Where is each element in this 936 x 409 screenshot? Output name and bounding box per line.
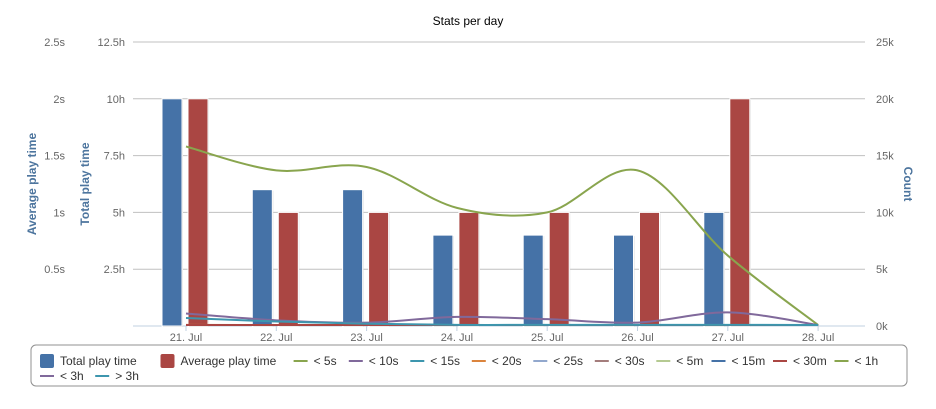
legend-item[interactable]: < 25s <box>553 354 583 368</box>
bar-average-play-time[interactable] <box>549 212 569 326</box>
total-tick-label: 7.5h <box>104 151 125 163</box>
x-tick-label: 28. Jul <box>802 332 834 344</box>
chart-title: Stats per day <box>433 14 504 28</box>
bar-total-play-time[interactable] <box>433 235 453 326</box>
count-tick-label: 15k <box>876 151 894 163</box>
legend-item[interactable]: < 3h <box>60 369 84 383</box>
count-axis-title: Count <box>901 167 915 202</box>
legend-item[interactable]: < 20s <box>492 354 522 368</box>
legend-item[interactable]: < 30m <box>793 354 827 368</box>
total-tick-label: 2.5h <box>104 264 125 276</box>
avg-tick-label: 2.5s <box>44 37 65 49</box>
total-tick-label: 10h <box>107 94 125 106</box>
legend-item[interactable]: < 1h <box>855 354 879 368</box>
x-tick-label: 25. Jul <box>531 332 563 344</box>
total-tick-label: 5h <box>113 207 125 219</box>
legend-item[interactable]: < 15m <box>732 354 766 368</box>
bar-average-play-time[interactable] <box>278 212 298 326</box>
legend-item[interactable]: < 5m <box>676 354 703 368</box>
bar-average-play-time[interactable] <box>369 212 389 326</box>
x-tick-label: 21. Jul <box>170 332 202 344</box>
avg-axis-title: Average play time <box>25 133 39 236</box>
x-tick-label: 23. Jul <box>350 332 382 344</box>
x-tick-label: 26. Jul <box>621 332 653 344</box>
avg-tick-label: 1s <box>53 207 65 219</box>
count-tick-label: 20k <box>876 94 894 106</box>
legend-item[interactable]: Average play time <box>181 354 277 368</box>
count-tick-label: 0k <box>876 321 888 333</box>
bar-average-play-time[interactable] <box>640 212 660 326</box>
legend-item[interactable]: < 10s <box>369 354 399 368</box>
x-tick-label: 24. Jul <box>441 332 473 344</box>
legend-item[interactable]: < 15s <box>430 354 460 368</box>
total-tick-label: 12.5h <box>97 37 125 49</box>
legend-item[interactable]: Total play time <box>60 354 137 368</box>
bar-total-play-time[interactable] <box>614 235 634 326</box>
legend-item[interactable]: > 3h <box>115 369 139 383</box>
legend-symbol <box>161 354 175 368</box>
bar-total-play-time[interactable] <box>704 212 724 326</box>
x-tick-label: 27. Jul <box>712 332 744 344</box>
x-tick-label: 22. Jul <box>260 332 292 344</box>
bar-total-play-time[interactable] <box>252 190 272 326</box>
bar-total-play-time[interactable] <box>523 235 543 326</box>
count-tick-label: 5k <box>876 264 888 276</box>
avg-tick-label: 0.5s <box>44 264 65 276</box>
avg-tick-label: 2s <box>53 94 65 106</box>
legend-item[interactable]: < 30s <box>615 354 645 368</box>
count-tick-label: 10k <box>876 207 894 219</box>
bar-average-play-time[interactable] <box>459 212 479 326</box>
bar-average-play-time[interactable] <box>188 99 208 326</box>
bar-total-play-time[interactable] <box>162 99 182 326</box>
bar-total-play-time[interactable] <box>343 190 363 326</box>
count-tick-label: 25k <box>876 37 894 49</box>
bar-average-play-time[interactable] <box>730 99 750 326</box>
legend-symbol <box>40 354 54 368</box>
avg-tick-label: 1.5s <box>44 151 65 163</box>
total-axis-title: Total play time <box>78 142 92 225</box>
legend-item[interactable]: < 5s <box>314 354 337 368</box>
